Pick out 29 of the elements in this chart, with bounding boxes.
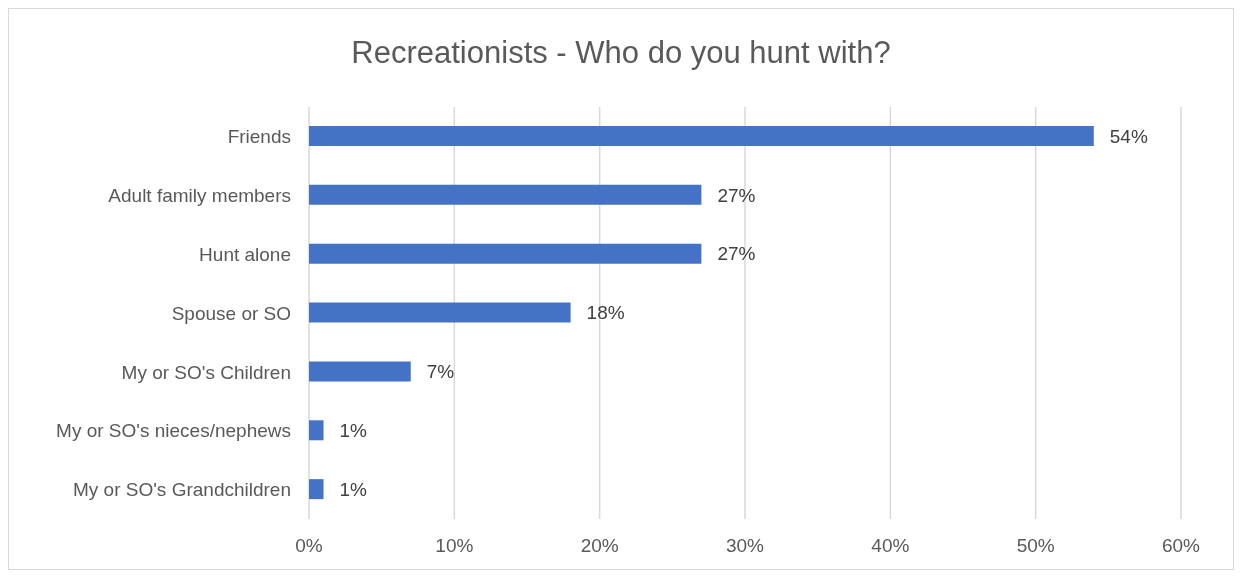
bar bbox=[309, 302, 571, 323]
x-tick-label: 40% bbox=[871, 535, 910, 557]
y-tick-label: My or SO's nieces/nephews bbox=[56, 420, 291, 442]
y-tick-label: Hunt alone bbox=[199, 243, 291, 265]
x-tick-label: 50% bbox=[1016, 535, 1055, 557]
x-tick-label: 30% bbox=[725, 535, 765, 557]
chart-title: Recreationists - Who do you hunt with? bbox=[350, 34, 892, 72]
x-tick-label: 60% bbox=[1161, 535, 1201, 557]
data-label: 27% bbox=[717, 184, 756, 206]
data-label: 54% bbox=[1109, 125, 1148, 147]
data-label: 7% bbox=[426, 361, 455, 383]
bar bbox=[309, 184, 702, 205]
x-tick-label: 0% bbox=[295, 535, 323, 557]
bar bbox=[309, 361, 411, 382]
bar bbox=[309, 243, 702, 264]
bar bbox=[309, 420, 324, 441]
y-tick-label: My or SO's Grandchildren bbox=[73, 479, 291, 501]
bar bbox=[309, 126, 1094, 146]
x-tick-label: 20% bbox=[580, 535, 619, 557]
data-label: 1% bbox=[339, 478, 368, 500]
x-tick-label: 10% bbox=[435, 535, 474, 557]
data-label: 18% bbox=[586, 302, 625, 324]
data-label: 1% bbox=[339, 420, 368, 442]
y-tick-label: Spouse or SO bbox=[171, 302, 291, 324]
bar bbox=[309, 479, 324, 500]
data-label: 27% bbox=[717, 243, 756, 265]
y-tick-label: Adult family members bbox=[108, 185, 291, 207]
y-tick-label: Friends bbox=[227, 126, 291, 148]
y-tick-label: My or SO's Children bbox=[121, 361, 291, 383]
